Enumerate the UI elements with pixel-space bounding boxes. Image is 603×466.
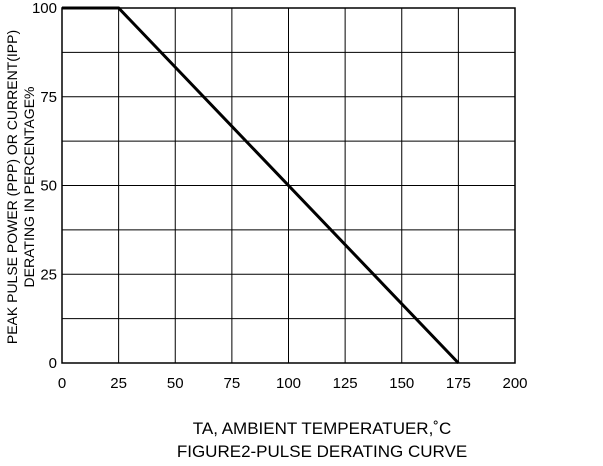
x-tick-label: 0: [58, 375, 66, 392]
plot-frame: [61, 7, 516, 364]
x-tick-label: 175: [446, 375, 471, 392]
y-tick-label: 100: [32, 0, 57, 17]
y-tick-label: 75: [40, 89, 57, 106]
y-tick-label: 25: [40, 266, 57, 283]
x-tick-label: 150: [389, 375, 414, 392]
x-tick-label: 200: [502, 375, 527, 392]
chart-title: FIGURE2-PULSE DERATING CURVE: [177, 442, 467, 461]
y-tick-label: 0: [49, 355, 57, 372]
x-axis-label: TA, AMBIENT TEMPERATUER,˚C: [193, 419, 452, 438]
series-line-derating: [62, 6, 460, 365]
x-tick-label: 50: [167, 375, 184, 392]
x-tick-label: 75: [224, 375, 241, 392]
x-tick-label: 25: [110, 375, 127, 392]
x-tick-label: 100: [276, 375, 301, 392]
y-axis-label-line-1: PEAK PULSE POWER (PPP) OR CURRENT(IPP): [4, 30, 20, 344]
chart-grid: [62, 8, 515, 363]
x-tick-label: 125: [333, 375, 358, 392]
y-tick-label: 50: [40, 178, 57, 195]
y-axis-label-line-2: DERATING IN PERCENTAGE%: [21, 87, 37, 288]
